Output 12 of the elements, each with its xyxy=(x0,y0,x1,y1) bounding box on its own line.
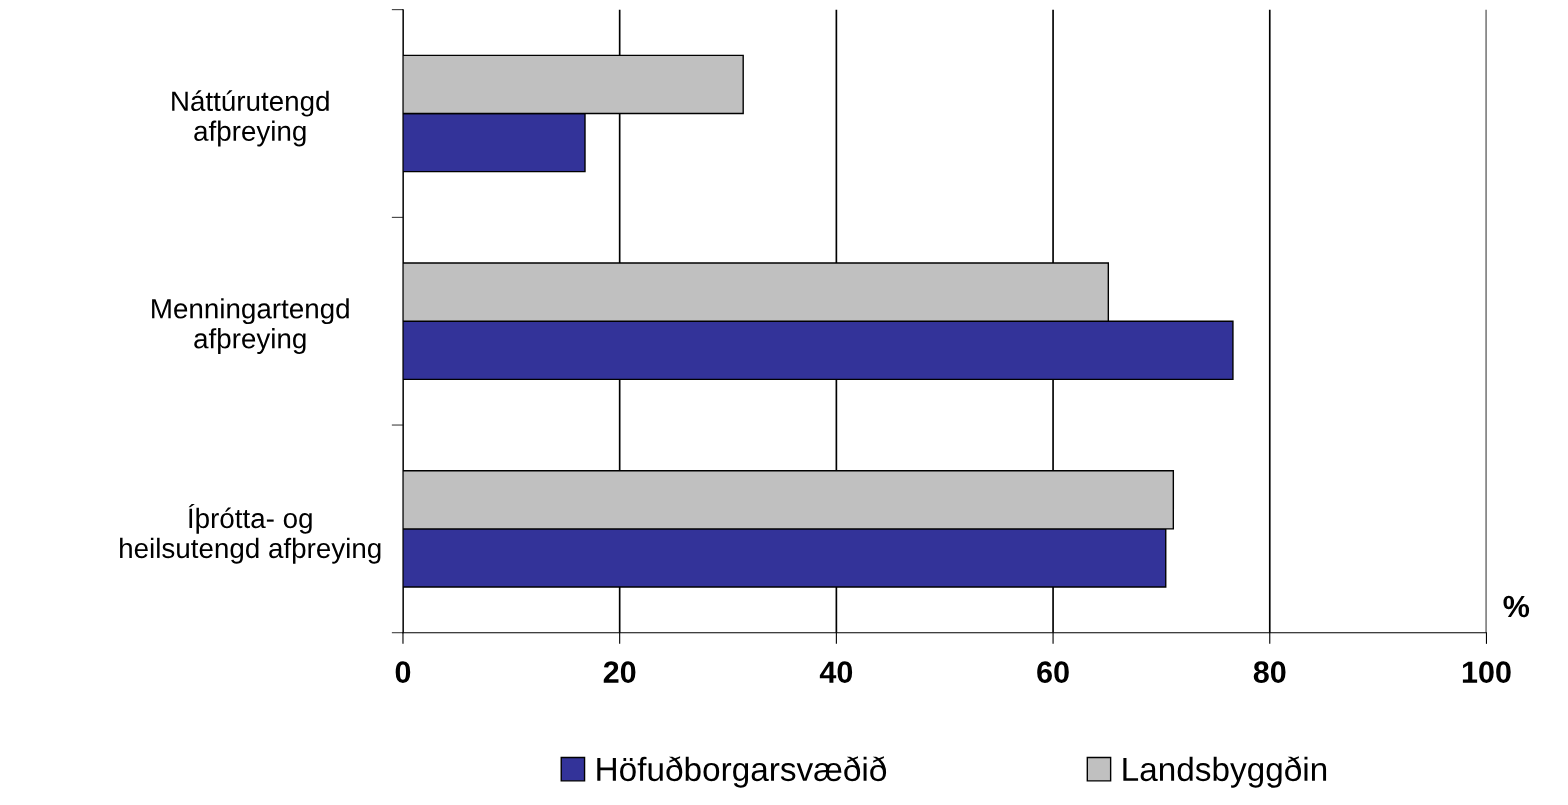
y-tick-label: Náttúrutengd afþreying xyxy=(172,90,329,147)
x-axis-title: % xyxy=(1503,595,1530,618)
x-tick-label: 20 xyxy=(603,661,636,683)
x-tick-label: 0 xyxy=(395,661,411,683)
x-tick-label: 100 xyxy=(1462,661,1511,683)
x-tick-label: 40 xyxy=(819,661,853,683)
y-tick-label: Íþrótta- og heilsutengd afþreying xyxy=(120,503,381,564)
x-tick-label: 60 xyxy=(1037,661,1069,683)
x-tick-label: 80 xyxy=(1253,661,1286,683)
legend-label: Höfuðborgarsvæðið xyxy=(597,756,887,788)
legend-label: Landsbyggðin xyxy=(1123,756,1327,788)
y-tick-label: Menningartengd afþreying xyxy=(152,298,349,354)
